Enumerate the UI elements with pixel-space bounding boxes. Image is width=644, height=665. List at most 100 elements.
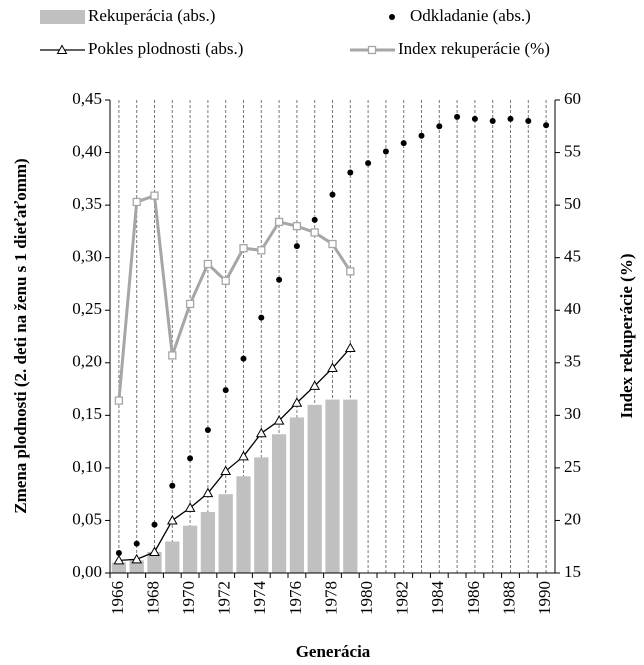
triangle-marker (113, 554, 125, 565)
y2-axis-title: Index rekuperácie (%) (617, 254, 636, 419)
dot (115, 550, 122, 557)
y2-tick-label: 30 (564, 404, 581, 423)
y2-tick-label: 35 (564, 352, 581, 371)
y2-tick-label: 40 (564, 299, 581, 318)
y-tick-label: 0,10 (72, 457, 102, 476)
x-tick-label: 1982 (393, 581, 412, 615)
triangle-marker (309, 380, 321, 390)
y-tick-label: 0,00 (72, 562, 102, 581)
bar (165, 541, 180, 573)
y-axis-title: Zmena plodnosti (2. deti na ženu s 1 die… (11, 158, 30, 513)
dot (258, 314, 265, 321)
square-marker (221, 276, 230, 285)
x-tick-label: 1988 (499, 581, 518, 615)
dot (365, 160, 372, 167)
y-tick-label: 0,40 (72, 141, 102, 160)
y-tick-label: 0,20 (72, 352, 102, 371)
series-line (117, 193, 352, 401)
dot (240, 355, 247, 362)
triangle-marker (149, 546, 160, 556)
y-tick-label: 0,30 (72, 247, 102, 266)
triangle-marker (327, 362, 338, 373)
bar (147, 551, 162, 573)
bar (129, 560, 144, 573)
triangle-marker (166, 514, 178, 525)
y-tick-label: 0,45 (72, 89, 102, 108)
triangle-marker (220, 465, 232, 476)
legend-swatch (367, 45, 377, 55)
dot (543, 122, 550, 129)
x-tick-label: 1972 (215, 581, 234, 615)
square-marker (132, 197, 141, 207)
legend-swatch (389, 14, 395, 20)
square-marker (292, 221, 302, 231)
dot (400, 140, 407, 147)
dot (187, 455, 194, 462)
triangle-marker (273, 415, 285, 425)
bar (325, 399, 340, 573)
bar (343, 399, 358, 573)
bar (254, 457, 269, 573)
y2-tick-label: 45 (564, 247, 581, 266)
bar (111, 562, 127, 573)
square-marker (274, 217, 284, 227)
x-tick-label: 1974 (250, 581, 269, 616)
dot (382, 148, 389, 155)
dot (133, 540, 140, 547)
dot (329, 191, 336, 198)
square-marker (185, 299, 195, 309)
x-tick-label: 1978 (321, 581, 340, 615)
y-tick-label: 0,05 (72, 509, 102, 528)
triangle-marker (255, 427, 267, 438)
bar (200, 512, 216, 573)
triangle-marker (291, 397, 303, 407)
dot (418, 132, 425, 139)
triangle-marker (202, 487, 214, 498)
y-tick-label: 0,25 (72, 299, 102, 318)
dot (293, 243, 300, 250)
square-marker (310, 228, 319, 237)
square-marker (114, 396, 124, 405)
legend-label: Odkladanie (abs.) (410, 6, 531, 25)
triangle-marker (131, 553, 143, 564)
legend-swatch (40, 10, 85, 24)
bar (218, 494, 233, 573)
x-tick-label: 1968 (143, 581, 162, 615)
dot (454, 113, 461, 120)
bar (307, 404, 322, 573)
x-tick-label: 1990 (535, 581, 554, 615)
x-axis-title: Generácia (296, 642, 371, 661)
square-marker (257, 246, 266, 255)
y-tick-label: 0,15 (72, 404, 102, 423)
square-marker (168, 351, 177, 360)
square-marker (203, 259, 213, 269)
dot (222, 387, 229, 394)
triangle-marker (184, 502, 196, 512)
triangle-marker (238, 450, 249, 461)
triangle-marker (344, 342, 356, 353)
y2-tick-label: 50 (564, 194, 581, 213)
dot (489, 118, 496, 125)
y2-tick-label: 25 (564, 457, 581, 476)
x-tick-label: 1986 (464, 581, 483, 615)
dot (169, 482, 176, 489)
legend-label: Rekuperácia (abs.) (88, 6, 215, 25)
dot (436, 123, 443, 130)
x-tick-label: 1970 (179, 581, 198, 615)
x-tick-label: 1980 (357, 581, 376, 615)
y2-tick-label: 15 (564, 562, 581, 581)
legend-label: Pokles plodnosti (abs.) (88, 39, 243, 58)
bar (289, 417, 305, 573)
square-marker (239, 244, 248, 253)
bar (182, 525, 198, 573)
y-tick-label: 0,35 (72, 194, 102, 213)
square-marker (328, 239, 337, 249)
dot (507, 115, 514, 122)
square-marker (150, 191, 159, 200)
dot (151, 521, 158, 528)
dot (525, 118, 532, 125)
legend-label: Index rekuperácie (%) (398, 39, 550, 58)
bar (236, 476, 251, 573)
x-tick-label: 1966 (108, 581, 127, 615)
